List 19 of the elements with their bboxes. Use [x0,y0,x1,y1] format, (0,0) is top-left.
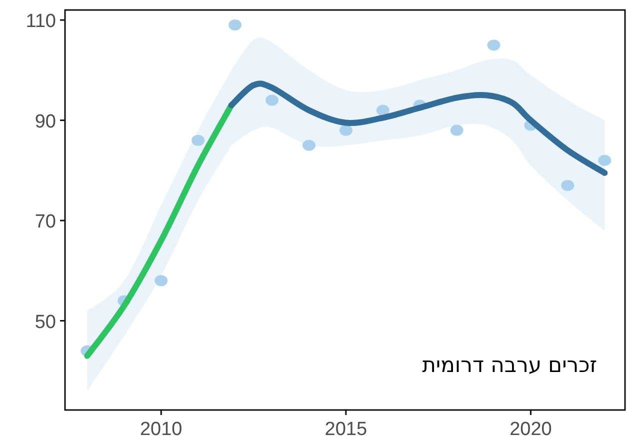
point [302,140,316,151]
x-tick-label: 2010 [140,419,182,440]
annotation: זכרים ערבה דרומית [422,353,597,377]
y-tick-label: 90 [34,111,56,132]
point [598,154,612,166]
y-tick-label: 50 [34,312,56,333]
point [154,275,168,286]
point [561,180,574,191]
point [265,94,278,106]
y-tick-label: 70 [34,212,56,233]
x-tick-label: 2020 [510,419,552,440]
point [228,20,242,31]
point [376,104,390,116]
point [192,134,205,146]
y-tick-label: 110 [26,11,56,32]
point [450,124,464,136]
x-tick-label: 2015 [324,419,368,440]
point [339,124,352,136]
point [487,40,500,51]
